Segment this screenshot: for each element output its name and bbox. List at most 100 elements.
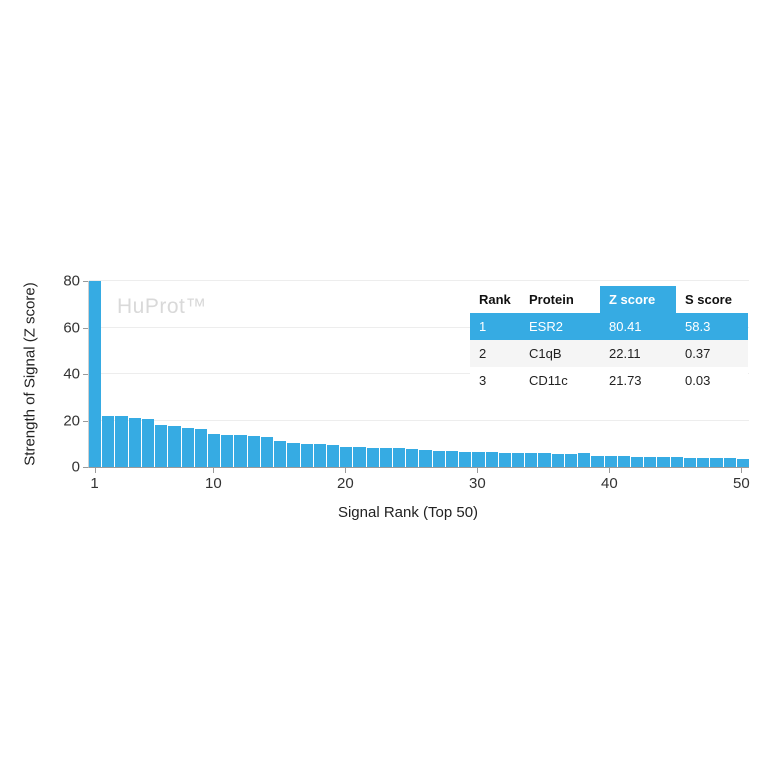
bar-rank-25 <box>406 448 419 467</box>
cell-zscore-row3: 21.73 <box>600 367 676 394</box>
plot-area: HuProt™ <box>88 280 749 468</box>
gridline-y-60 <box>89 326 749 328</box>
y-axis-title: Strength of Signal (Z score) <box>21 282 39 466</box>
bar-rank-23 <box>379 448 393 467</box>
x-tick-mark-20 <box>345 468 347 473</box>
bar-rank-34 <box>525 453 538 467</box>
bar-rank-15 <box>274 440 287 467</box>
bar-rank-41 <box>617 456 630 467</box>
bar-rank-39 <box>591 455 604 467</box>
bar-rank-10 <box>207 434 221 467</box>
watermark: HuProt™ <box>117 295 207 318</box>
col-header-zscore: Z score <box>600 286 676 313</box>
x-tick-label-30: 30 <box>469 475 486 492</box>
bar-rank-28 <box>445 451 459 467</box>
bar-rank-17 <box>300 443 313 467</box>
bar-rank-26 <box>419 450 432 467</box>
x-tick-mark-50 <box>741 468 743 473</box>
bar-rank-46 <box>683 457 697 467</box>
bar-rank-29 <box>459 451 472 467</box>
bar-rank-19 <box>326 445 340 467</box>
table-row-3: 3 CD11c 21.73 0.03 <box>470 367 748 394</box>
bar-rank-38 <box>578 453 591 467</box>
bar-rank-45 <box>670 457 683 467</box>
y-tick-label-40: 40 <box>63 365 80 383</box>
bar-rank-21 <box>353 447 366 467</box>
x-tick-mark-10 <box>213 468 215 473</box>
cell-rank-row2: 2 <box>470 340 520 367</box>
bar-rank-5 <box>141 419 155 467</box>
bar-rank-14 <box>260 436 274 467</box>
cell-rank-row3: 3 <box>470 367 520 394</box>
y-tick-label-0: 0 <box>71 458 80 476</box>
x-tick-mark-30 <box>477 468 479 473</box>
gridline-y-80 <box>89 280 749 281</box>
x-tick-label-50: 50 <box>733 475 750 492</box>
bar-rank-13 <box>247 436 260 467</box>
bar-rank-27 <box>432 450 445 467</box>
cell-sscore-row1: 58.3 <box>676 313 748 340</box>
col-header-sscore: S score <box>676 286 748 313</box>
x-tick-label-40: 40 <box>601 475 618 492</box>
cell-zscore-row2: 22.11 <box>600 340 676 367</box>
bar-rank-44 <box>657 457 670 467</box>
bar-rank-6 <box>155 424 168 467</box>
bar-rank-43 <box>644 457 657 467</box>
bar-rank-37 <box>564 453 578 467</box>
bar-rank-36 <box>551 453 564 467</box>
cell-sscore-row3: 0.03 <box>676 367 748 394</box>
bar-rank-11 <box>221 434 234 467</box>
bar-rank-33 <box>512 453 525 467</box>
bar-rank-18 <box>313 444 326 467</box>
col-header-protein: Protein <box>520 286 600 313</box>
y-tick-mark-0 <box>83 467 88 468</box>
bar-rank-20 <box>340 446 353 467</box>
bar-rank-7 <box>168 426 181 467</box>
bar-rank-50 <box>736 458 749 467</box>
bar-rank-40 <box>604 456 617 467</box>
top-hits-table: Rank Protein Z score S score 1 ESR2 80.41 58.3… <box>470 286 748 394</box>
bar-rank-42 <box>630 456 644 467</box>
x-tick-label-20: 20 <box>337 475 354 492</box>
bar-rank-32 <box>498 452 511 467</box>
y-tick-label-20: 20 <box>63 412 80 429</box>
bar-rank-49 <box>723 458 736 467</box>
bar-series <box>89 281 749 467</box>
y-tick-mark-80 <box>83 281 88 282</box>
bar-rank-16 <box>287 443 300 467</box>
bar-rank-9 <box>194 429 207 467</box>
x-tick-mark-40 <box>609 468 611 473</box>
y-tick-mark-40 <box>83 374 88 375</box>
bar-rank-4 <box>128 417 141 467</box>
y-tick-label-80: 80 <box>63 272 80 290</box>
cell-protein-row2: C1qB <box>520 340 600 367</box>
table-row-2: 2 C1qB 22.11 0.37 <box>470 340 748 367</box>
bar-rank-2 <box>102 415 115 467</box>
bar-rank-48 <box>710 457 723 467</box>
bar-rank-3 <box>115 416 128 467</box>
col-header-rank: Rank <box>470 286 520 313</box>
bar-rank-22 <box>366 447 379 467</box>
bar-rank-35 <box>538 453 551 467</box>
cell-protein-row3: CD11c <box>520 367 600 394</box>
bar-rank-47 <box>697 457 710 467</box>
bar-rank-24 <box>393 448 406 467</box>
bar-rank-12 <box>234 435 247 467</box>
gridline-y-20 <box>89 419 749 421</box>
table-header-row: Rank Protein Z score S score <box>470 286 748 313</box>
table-row-1: 1 ESR2 80.41 58.3 <box>470 313 748 340</box>
bar-rank-1 <box>89 281 102 467</box>
y-tick-mark-60 <box>83 327 88 329</box>
bar-rank-30 <box>472 452 485 467</box>
x-axis-title: Signal Rank (Top 50) <box>337 504 479 521</box>
bar-rank-31 <box>485 452 498 467</box>
y-tick-mark-20 <box>83 420 88 422</box>
bar-rank-8 <box>181 428 194 467</box>
cell-zscore-row1: 80.41 <box>600 313 676 340</box>
cell-protein-row1: ESR2 <box>520 313 600 340</box>
cell-rank-row1: 1 <box>470 313 520 340</box>
gridline-y-40 <box>89 373 749 374</box>
x-tick-mark-1 <box>94 468 96 473</box>
x-tick-label-1: 1 <box>90 475 99 492</box>
